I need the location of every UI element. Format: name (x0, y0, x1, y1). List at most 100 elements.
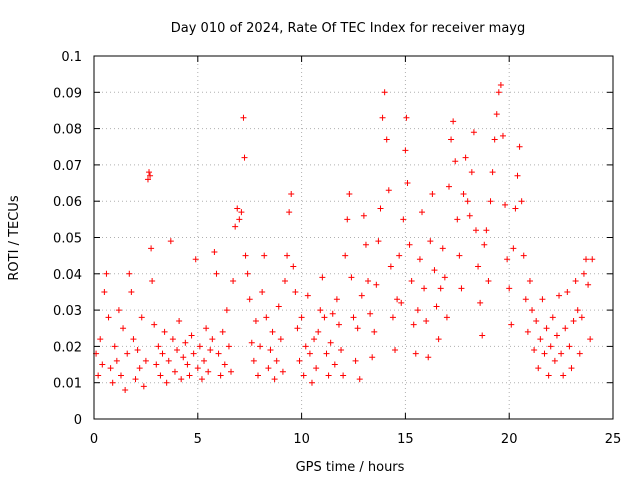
x-tick-label: 5 (194, 432, 202, 447)
grid (94, 56, 613, 419)
data-point (560, 372, 567, 379)
data-point (192, 256, 199, 263)
data-point (242, 252, 249, 259)
data-point (298, 314, 305, 321)
data-point (477, 299, 484, 306)
data-point (275, 303, 282, 310)
data-point (539, 296, 546, 303)
data-point (279, 368, 286, 375)
data-point (383, 136, 390, 143)
data-point (481, 241, 488, 248)
data-point (306, 350, 313, 357)
data-point (470, 129, 477, 136)
data-point (529, 307, 536, 314)
y-tick-label: 0.02 (53, 340, 82, 355)
data-point (578, 314, 585, 321)
data-point (240, 114, 247, 121)
data-point (556, 292, 563, 299)
data-point (522, 296, 529, 303)
data-point (479, 332, 486, 339)
data-point (286, 209, 293, 216)
data-point (311, 336, 318, 343)
data-point (574, 307, 581, 314)
data-point (585, 281, 592, 288)
data-point (497, 82, 504, 89)
data-point (572, 278, 579, 285)
data-point (587, 336, 594, 343)
data-point (369, 354, 376, 361)
data-point (508, 321, 515, 328)
data-point (146, 169, 153, 176)
data-point (408, 278, 415, 285)
data-point (533, 317, 540, 324)
data-point (458, 285, 465, 292)
data-point (348, 274, 355, 281)
data-point (512, 205, 519, 212)
data-point (255, 372, 262, 379)
data-point (558, 350, 565, 357)
data-point (120, 325, 127, 332)
data-point (207, 347, 214, 354)
data-point (464, 198, 471, 205)
x-tick-label: 0 (90, 432, 98, 447)
data-point (252, 317, 259, 324)
data-point (103, 270, 110, 277)
data-point (537, 336, 544, 343)
data-point (176, 317, 183, 324)
data-point (506, 285, 513, 292)
x-tick-label: 15 (397, 432, 414, 447)
data-point (547, 343, 554, 350)
data-point (402, 147, 409, 154)
data-point (385, 187, 392, 194)
data-point (313, 365, 320, 372)
data-point (410, 321, 417, 328)
data-point (437, 285, 444, 292)
data-point (234, 205, 241, 212)
data-point (246, 296, 253, 303)
data-point (95, 372, 102, 379)
data-point (460, 190, 467, 197)
data-point (429, 190, 436, 197)
data-point (99, 361, 106, 368)
data-point (485, 278, 492, 285)
data-point (448, 136, 455, 143)
data-point (487, 198, 494, 205)
y-tick-label: 0.01 (53, 377, 82, 392)
data-point (288, 190, 295, 197)
y-tick-label: 0.05 (53, 232, 82, 247)
data-point (516, 143, 523, 150)
data-point (217, 372, 224, 379)
data-point (398, 299, 405, 306)
data-point (219, 328, 226, 335)
data-point (468, 169, 475, 176)
data-point (493, 111, 500, 118)
data-point (333, 296, 340, 303)
data-point (144, 176, 151, 183)
data-point (562, 325, 569, 332)
data-point (111, 343, 118, 350)
data-point (576, 350, 583, 357)
data-point (167, 238, 174, 245)
data-point (551, 357, 558, 364)
data-point (568, 365, 575, 372)
data-point (549, 314, 556, 321)
data-point (543, 325, 550, 332)
y-tick-label: 0.08 (53, 123, 82, 138)
data-point (495, 89, 502, 96)
data-point (342, 252, 349, 259)
data-point (263, 314, 270, 321)
data-point (115, 307, 122, 314)
data-point (165, 357, 172, 364)
data-point (466, 212, 473, 219)
data-point (423, 317, 430, 324)
data-point (400, 216, 407, 223)
data-point (194, 365, 201, 372)
data-point (153, 361, 160, 368)
data-point (105, 314, 112, 321)
data-point (456, 252, 463, 259)
data-point (392, 347, 399, 354)
y-axis-label: ROTI / TECUs (7, 195, 22, 280)
data-point (230, 278, 237, 285)
data-point (140, 383, 147, 390)
data-point (300, 372, 307, 379)
